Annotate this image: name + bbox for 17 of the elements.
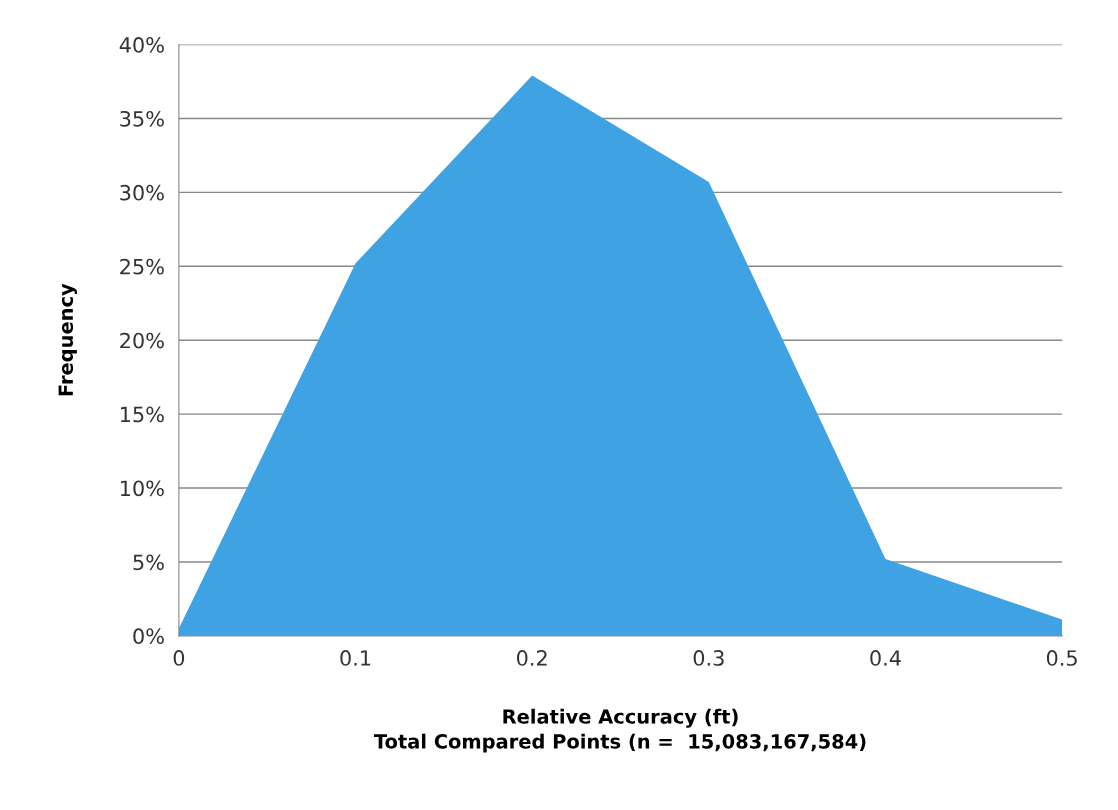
y-tick-label: 40% bbox=[119, 37, 164, 53]
y-tick-label: 0% bbox=[133, 628, 164, 645]
y-axis-title: Frequency bbox=[58, 283, 78, 396]
x-tick-label: 0.1 bbox=[340, 650, 371, 666]
y-tick-label: 5% bbox=[133, 554, 164, 571]
y-tick-label: 15% bbox=[120, 406, 164, 423]
y-tick-label: 20% bbox=[120, 332, 164, 349]
y-tick-label: 10% bbox=[120, 480, 164, 497]
x-tick-label: 0 bbox=[173, 650, 185, 666]
x-tick-label: 0.2 bbox=[516, 650, 547, 666]
y-tick-label: 30% bbox=[120, 184, 164, 201]
x-tick-label: 0.4 bbox=[870, 650, 901, 666]
x-tick-label: 0.3 bbox=[693, 650, 724, 666]
y-tick-label: 25% bbox=[120, 258, 164, 275]
y-tick-label: 35% bbox=[120, 110, 164, 127]
x-axis-title: Relative Accuracy (ft) Total Compared Points (n = 15,083,167,584) bbox=[373, 708, 866, 753]
x-tick-label: 0.5 bbox=[1046, 650, 1077, 666]
